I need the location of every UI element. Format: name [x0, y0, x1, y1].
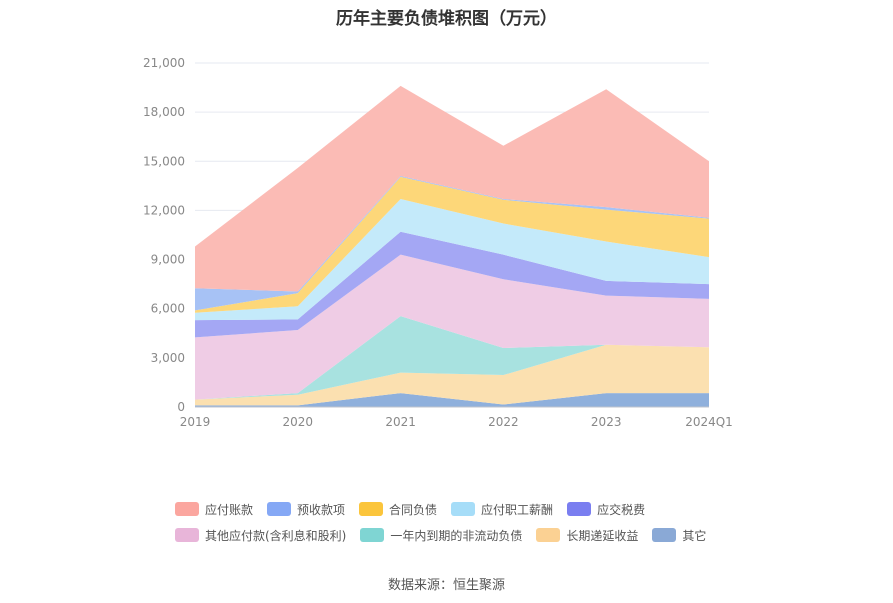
legend-item[interactable]: 合同负债 [359, 501, 437, 518]
area-series [195, 85, 709, 407]
axes: 0 3,000 6,000 9,000 12,000 15,000 18,000 21,000… [143, 56, 733, 429]
x-tick-label: 2020 [283, 415, 314, 429]
x-tick-label: 2023 [591, 415, 622, 429]
area-预收款项 [195, 176, 709, 311]
legend-row-2: 其他应付款(含利息和股利) 一年内到期的非流动负债 长期递延收益 其它 [175, 522, 795, 548]
legend: 应付账款 预收款项 合同负债 应付职工薪酬 应交税费 其他应付款(含利息和股利) 一年内到… [175, 496, 795, 548]
legend-swatch [359, 502, 384, 516]
legend-item[interactable]: 其他应付款(含利息和股利) [175, 527, 346, 544]
y-tick-label: 0 [177, 400, 185, 414]
y-tick-label: 18,000 [143, 105, 185, 119]
legend-label: 预收款项 [297, 502, 346, 517]
legend-row-1: 应付账款 预收款项 合同负债 应付职工薪酬 应交税费 [175, 496, 795, 522]
area-应交税费 [195, 231, 709, 338]
legend-label: 长期递延收益 [566, 528, 639, 543]
legend-label: 合同负债 [389, 502, 438, 517]
legend-swatch [175, 502, 199, 516]
legend-swatch [652, 528, 677, 542]
legend-label: 应付账款 [205, 502, 254, 517]
legend-item[interactable]: 应付职工薪酬 [451, 501, 553, 518]
legend-swatch [536, 528, 561, 542]
legend-label: 应交税费 [597, 502, 646, 517]
legend-swatch [360, 528, 385, 542]
legend-swatch [451, 502, 476, 516]
area-应付账款 [195, 85, 709, 292]
legend-item[interactable]: 一年内到期的非流动负债 [360, 527, 522, 544]
y-tick-label: 6,000 [151, 302, 185, 316]
legend-item[interactable]: 长期递延收益 [536, 527, 638, 544]
legend-swatch [175, 528, 199, 542]
legend-swatch [567, 502, 592, 516]
y-tick-label: 9,000 [151, 253, 185, 267]
area-其它 [195, 393, 709, 407]
area-应付职工薪酬 [195, 198, 709, 321]
area-一年内到期的非流动负债 [195, 316, 709, 400]
y-tick-label: 3,000 [151, 351, 185, 365]
area-长期递延收益 [195, 344, 709, 406]
y-tick-label: 21,000 [143, 56, 185, 70]
data-source: 数据来源：恒生聚源 [387, 578, 505, 593]
x-tick-label: 2019 [180, 415, 211, 429]
legend-label: 一年内到期的非流动负债 [390, 528, 523, 543]
chart-title: 历年主要负债堆积图（万元） [336, 9, 557, 29]
x-tick-label: 2021 [385, 415, 416, 429]
legend-item[interactable]: 预收款项 [267, 501, 345, 518]
legend-label: 其它 [682, 528, 707, 543]
area-合同负债 [195, 176, 709, 313]
x-tick-label: 2022 [488, 415, 519, 429]
legend-item[interactable]: 应交税费 [567, 501, 645, 518]
legend-label: 应付职工薪酬 [481, 502, 554, 517]
legend-swatch [267, 502, 292, 516]
y-tick-label: 15,000 [143, 154, 185, 168]
legend-label: 其他应付款(含利息和股利) [205, 528, 347, 543]
legend-item[interactable]: 应付账款 [175, 501, 253, 518]
area-其他应付款(含利息和股利) [195, 254, 709, 400]
y-tick-label: 12,000 [143, 203, 185, 217]
x-tick-label: 2024Q1 [685, 415, 733, 429]
legend-item[interactable]: 其它 [652, 527, 706, 544]
